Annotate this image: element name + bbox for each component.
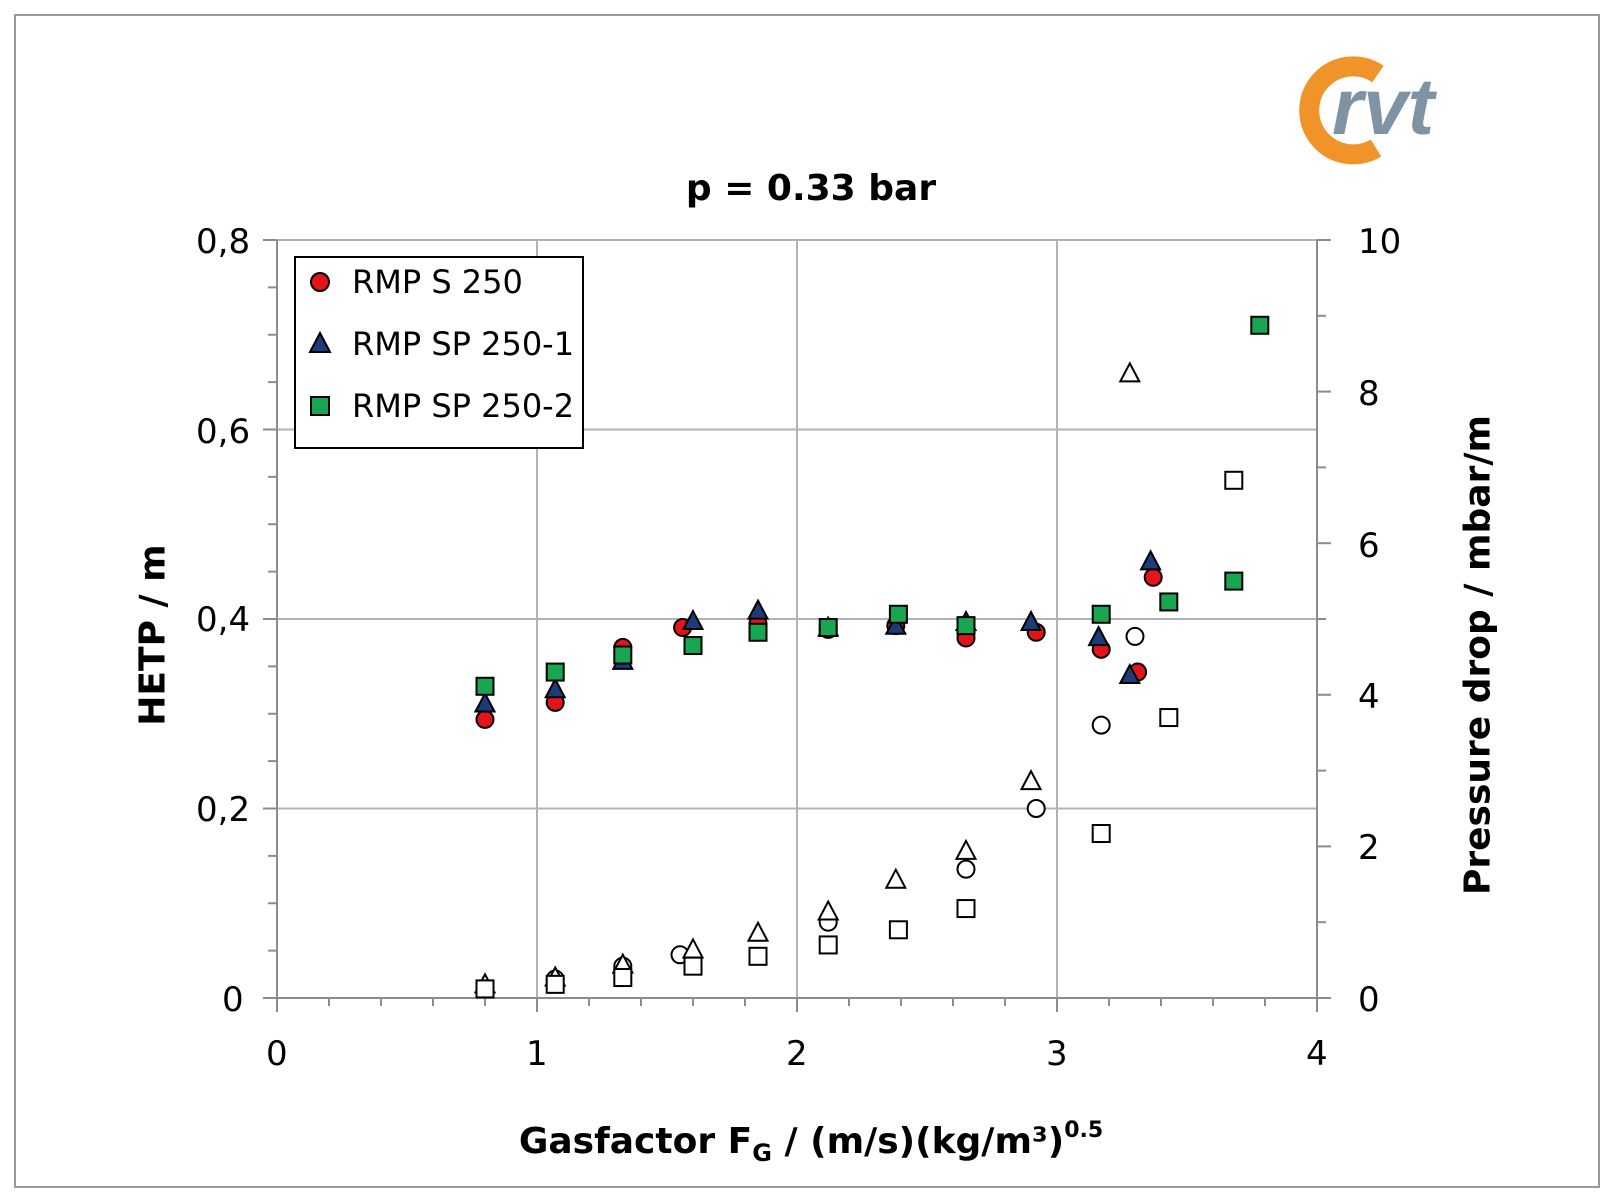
data-point-circle bbox=[475, 709, 495, 729]
x-tick-label-1: 1 bbox=[526, 1034, 548, 1074]
data-point-circle bbox=[956, 859, 976, 879]
legend-label: RMP SP 250-1 bbox=[352, 325, 575, 363]
data-point-square bbox=[818, 618, 838, 638]
data-point-square bbox=[1159, 592, 1179, 612]
y2-tick-label-2: 4 bbox=[1358, 677, 1380, 717]
data-point-square bbox=[748, 946, 768, 966]
data-point-circle bbox=[1143, 567, 1163, 587]
data-point-square bbox=[545, 662, 565, 682]
y2-tick-label-4: 8 bbox=[1358, 374, 1380, 414]
x-axis-label-main: Gasfactor F bbox=[518, 1121, 753, 1162]
data-point-triangle bbox=[884, 867, 907, 889]
data-point-triangle bbox=[1019, 769, 1043, 791]
y2-tick-label-3: 6 bbox=[1358, 526, 1380, 566]
x-tick-label-0: 0 bbox=[266, 1034, 288, 1074]
legend: RMP S 250 RMP SP 250-1 RMP SP 250-2 bbox=[294, 256, 584, 449]
data-point-triangle bbox=[1118, 361, 1141, 383]
legend-label: RMP S 250 bbox=[352, 263, 523, 301]
data-point-square bbox=[613, 645, 633, 665]
data-point-square bbox=[683, 956, 703, 976]
data-point-square bbox=[888, 604, 908, 624]
data-point-square bbox=[1224, 571, 1244, 591]
data-point-square bbox=[1091, 604, 1111, 624]
data-point-square bbox=[683, 636, 703, 656]
data-point-square bbox=[1159, 708, 1179, 728]
chart-frame bbox=[14, 14, 1600, 1188]
data-point-triangle bbox=[954, 838, 978, 860]
y2-tick-label-0: 0 bbox=[1358, 980, 1380, 1020]
data-point-triangle bbox=[473, 691, 497, 713]
data-point-square bbox=[1091, 824, 1111, 844]
data-point-square bbox=[956, 899, 976, 919]
x-tick-label-4: 4 bbox=[1306, 1034, 1328, 1074]
data-point-square bbox=[818, 935, 838, 955]
data-point-triangle bbox=[1118, 662, 1141, 685]
y2-tick-label-5: 10 bbox=[1358, 222, 1402, 262]
logo-text: rvt bbox=[1332, 62, 1438, 151]
legend-label: RMP SP 250-2 bbox=[352, 387, 575, 425]
x-tick-label-2: 2 bbox=[786, 1034, 808, 1074]
x-axis-label-units: / (m/s)(kg/m³) bbox=[771, 1121, 1065, 1162]
data-point-triangle bbox=[1087, 625, 1110, 647]
y-tick-label-4: 0,8 bbox=[196, 222, 251, 262]
data-point-square bbox=[748, 622, 768, 642]
data-point-triangle bbox=[681, 608, 705, 631]
data-point-triangle bbox=[817, 899, 840, 921]
data-point-circle bbox=[1125, 626, 1145, 646]
data-point-circle bbox=[1091, 715, 1111, 735]
x-axis-label-subscript: G bbox=[752, 1139, 772, 1167]
data-point-circle bbox=[1026, 799, 1046, 818]
data-point-triangle bbox=[746, 920, 770, 942]
y-tick-label-0: 0 bbox=[222, 980, 244, 1020]
data-point-triangle bbox=[1019, 609, 1043, 631]
legend-square-marker bbox=[310, 396, 330, 416]
data-point-square bbox=[475, 676, 495, 696]
legend-circle-marker bbox=[310, 272, 330, 292]
data-point-square bbox=[1224, 470, 1244, 490]
x-axis-label: Gasfactor FG / (m/s)(kg/m³)0.5 bbox=[0, 1118, 1622, 1167]
rvt-logo: rvt bbox=[1290, 52, 1450, 177]
data-point-square bbox=[545, 974, 565, 994]
y2-tick-label-1: 2 bbox=[1358, 828, 1380, 868]
y-tick-label-2: 0,4 bbox=[196, 600, 251, 640]
data-point-square bbox=[475, 979, 495, 999]
data-point-triangle bbox=[1139, 549, 1162, 571]
y-tick-label-3: 0,6 bbox=[196, 412, 251, 452]
y2-axis-label: Pressure drop / mbar/m bbox=[1457, 415, 1499, 895]
x-axis-label-superscript: 0.5 bbox=[1064, 1118, 1104, 1143]
y-tick-label-1: 0,2 bbox=[196, 790, 251, 830]
x-tick-label-3: 3 bbox=[1046, 1034, 1068, 1074]
data-point-triangle bbox=[544, 677, 567, 699]
data-point-square bbox=[613, 968, 633, 988]
data-point-square bbox=[1250, 315, 1270, 335]
data-point-square bbox=[888, 920, 908, 940]
legend-triangle-marker bbox=[308, 330, 332, 353]
data-point-square bbox=[956, 616, 976, 636]
data-point-triangle bbox=[884, 613, 907, 635]
chart-title: p = 0.33 bar bbox=[685, 168, 937, 209]
data-point-triangle bbox=[746, 598, 770, 620]
y-axis-label: HETP / m bbox=[132, 544, 174, 726]
